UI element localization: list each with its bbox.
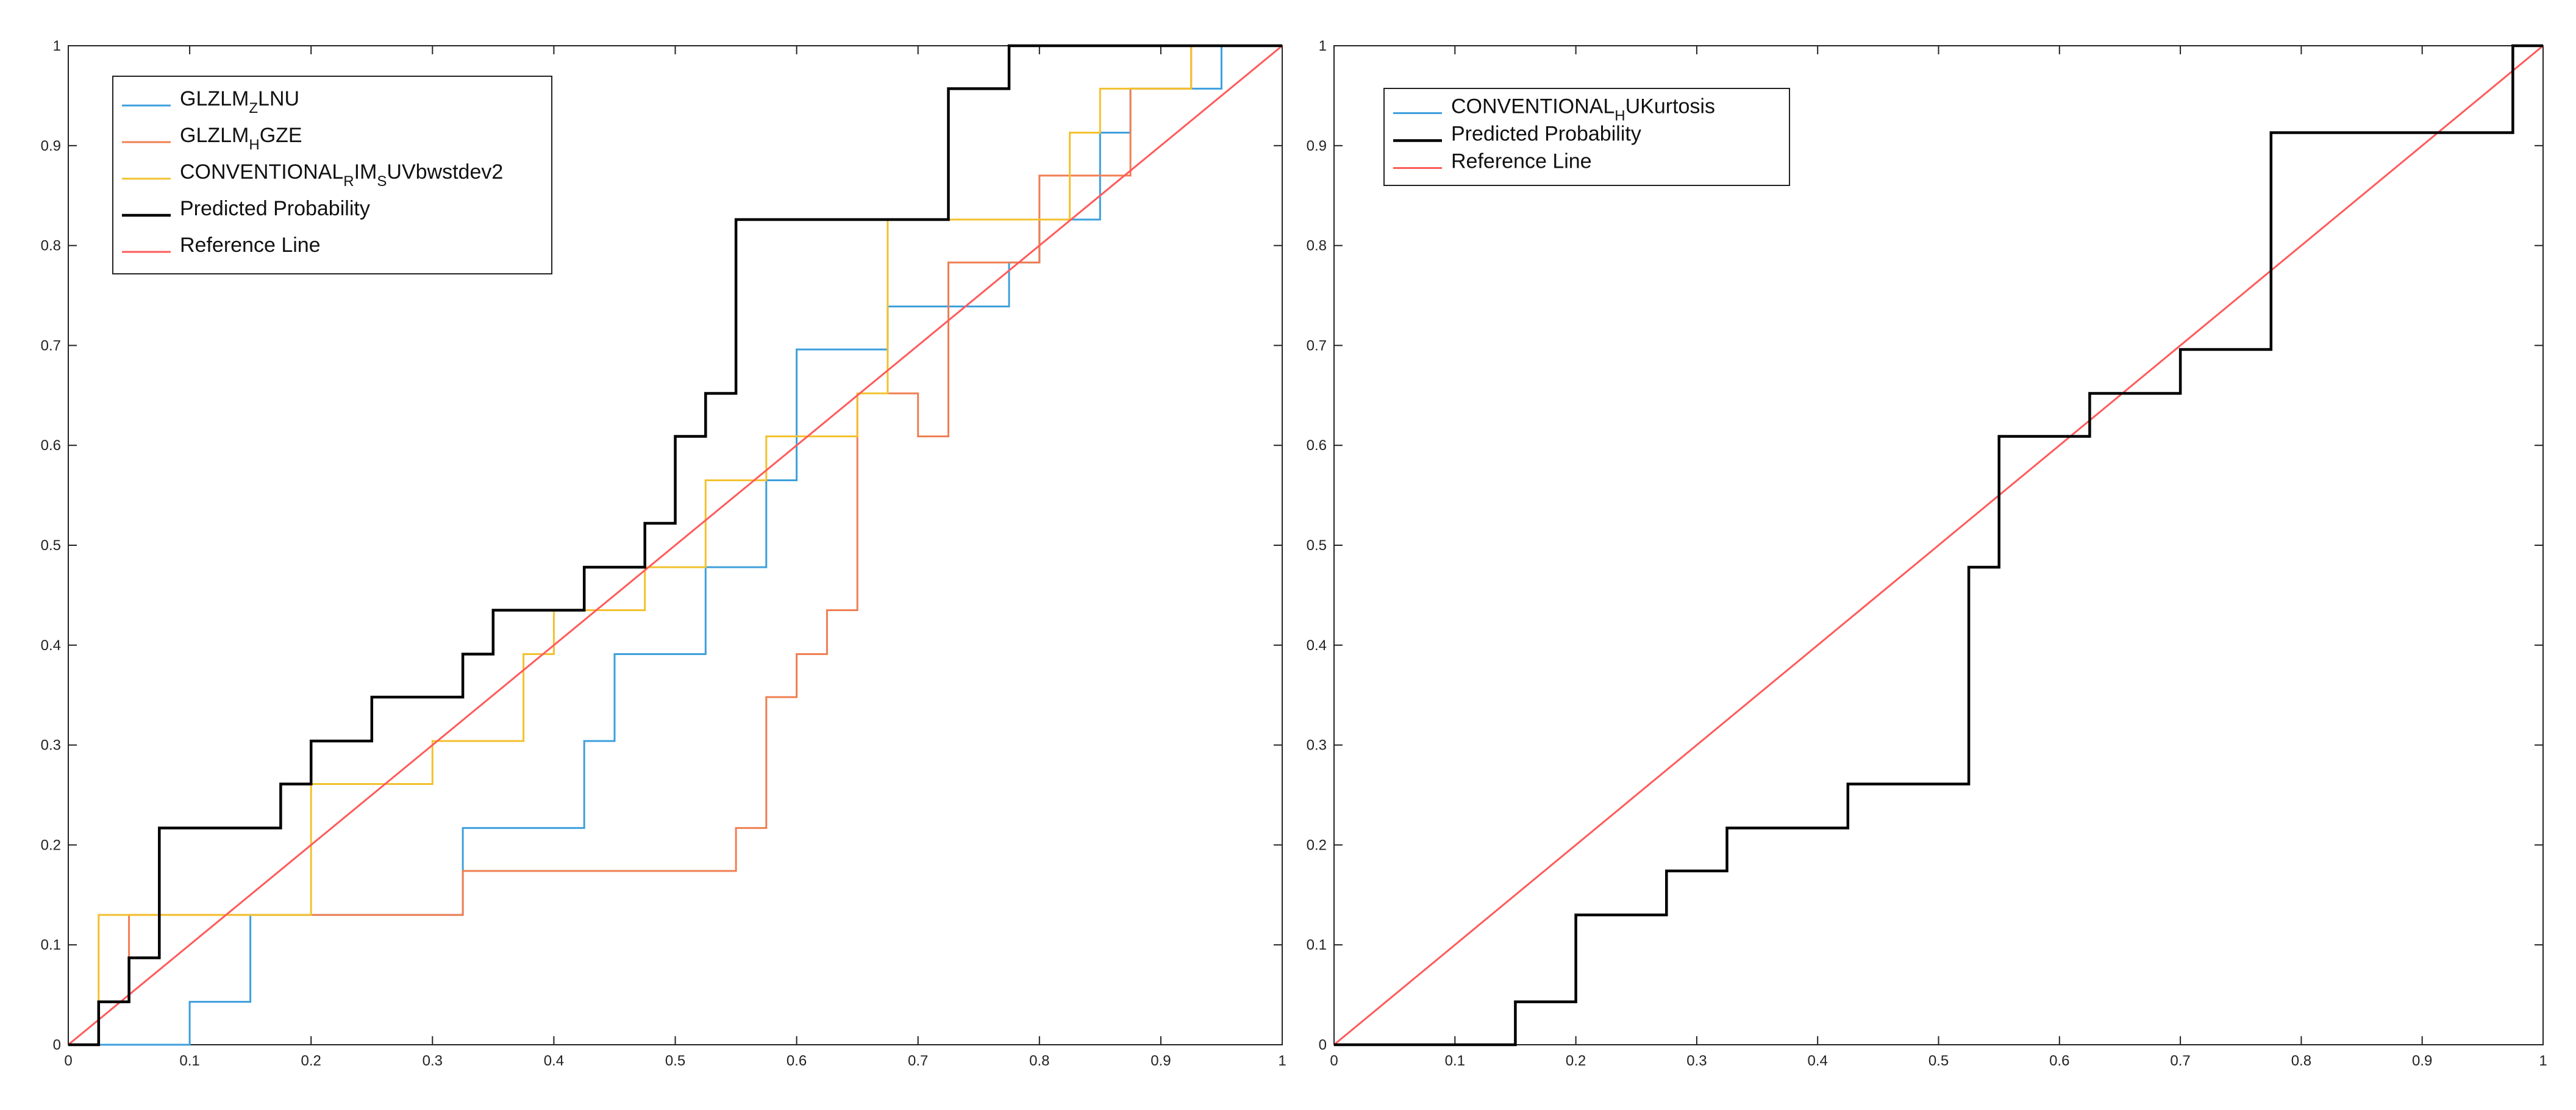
y-tick-label: 0.4 <box>1307 637 1327 654</box>
x-tick-label: 0.8 <box>2291 1053 2311 1069</box>
legend-label: Reference Line <box>1451 150 1592 173</box>
x-tick-label: 0.9 <box>1151 1053 1171 1069</box>
series-line-predicted-probability <box>68 44 1282 1047</box>
series-line-reference-line <box>1333 45 2544 1046</box>
x-tick-label: 1 <box>2539 1053 2547 1069</box>
y-tick-label: 0.5 <box>1307 537 1327 554</box>
x-tick-label: 0.8 <box>1029 1053 1049 1069</box>
y-tick-label: 0.1 <box>41 937 61 953</box>
legend-label: CONVENTIONALRIMSUVbwstdev2 <box>180 160 503 190</box>
x-tick-label: 0.6 <box>2049 1053 2069 1069</box>
series-line-predicted-probability <box>1334 44 2543 1047</box>
legend-box <box>112 76 552 274</box>
series-line-conventional-rim-suvbwstdev2 <box>68 45 1282 1046</box>
legend: GLZLMZLNU GLZLMHGZE CONVENTIONALRIMSUVbwst… <box>112 76 552 274</box>
legend-label: CONVENTIONALHUKurtosis <box>1451 95 1715 124</box>
x-tick-label: 0.7 <box>908 1053 928 1069</box>
x-tick-label: 0 <box>64 1053 72 1069</box>
y-tick-label: 0.1 <box>1307 937 1327 953</box>
x-tick-label: 0.2 <box>1566 1053 1586 1069</box>
x-tick-label: 0.6 <box>787 1053 807 1069</box>
x-tick-label: 0.3 <box>423 1053 443 1069</box>
x-tick-label: 0.1 <box>1445 1053 1465 1069</box>
y-tick-label: 0.9 <box>41 138 61 154</box>
legend-label: Predicted Probability <box>180 197 370 220</box>
y-tick-label: 0.2 <box>1307 837 1327 853</box>
x-tick-label: 1 <box>1278 1053 1286 1069</box>
y-tick-label: 0 <box>53 1037 61 1053</box>
x-tick-label: 0.1 <box>179 1053 199 1069</box>
y-tick-label: 0.6 <box>41 437 61 454</box>
x-tick-label: 0.3 <box>1686 1053 1707 1069</box>
y-tick-label: 1 <box>1319 38 1327 54</box>
x-tick-label: 0.9 <box>2412 1053 2432 1069</box>
x-tick-label: 0.4 <box>1808 1053 1828 1069</box>
legend-label: Reference Line <box>180 234 321 257</box>
y-tick-label: 0.7 <box>41 337 61 354</box>
y-tick-label: 0.9 <box>1307 138 1327 154</box>
x-tick-label: 0.7 <box>2170 1053 2190 1069</box>
x-tick-label: 0 <box>1330 1053 1338 1069</box>
y-tick-label: 0.8 <box>41 238 61 254</box>
y-tick-label: 0.3 <box>41 737 61 754</box>
legend-label: Predicted Probability <box>1451 123 1641 146</box>
x-tick-label: 0.5 <box>665 1053 685 1069</box>
chart-1: 0 0.1 0.2 0.3 0.4 0.5 0.6 0.7 0.8 0.9 1 0 0.1 0.2 0.3 0… <box>41 38 1286 1069</box>
x-tick-label: 0.5 <box>1928 1053 1949 1069</box>
x-tick-label: 0.4 <box>544 1053 564 1069</box>
y-tick-label: 0.5 <box>41 537 61 554</box>
y-tick-label: 0.6 <box>1307 437 1327 454</box>
y-tick-label: 0.8 <box>1307 238 1327 254</box>
legend-box <box>1383 88 1790 186</box>
legend-label: GLZLMHGZE <box>180 124 302 153</box>
chart-2: 0 0.1 0.2 0.3 0.4 0.5 0.6 0.7 0.8 0.9 1 0 0.1 0.2 0.3 0… <box>1307 38 2547 1069</box>
x-tick-label: 0.2 <box>301 1053 321 1069</box>
y-tick-label: 0 <box>1319 1037 1327 1053</box>
y-tick-label: 0.4 <box>41 637 61 654</box>
y-tick-label: 1 <box>53 38 61 54</box>
series-line-reference-line <box>68 45 1283 1046</box>
y-tick-label: 0.2 <box>41 837 61 853</box>
y-tick-label: 0.7 <box>1307 337 1327 354</box>
y-tick-label: 0.3 <box>1307 737 1327 754</box>
legend-label: GLZLMZLNU <box>180 87 299 116</box>
